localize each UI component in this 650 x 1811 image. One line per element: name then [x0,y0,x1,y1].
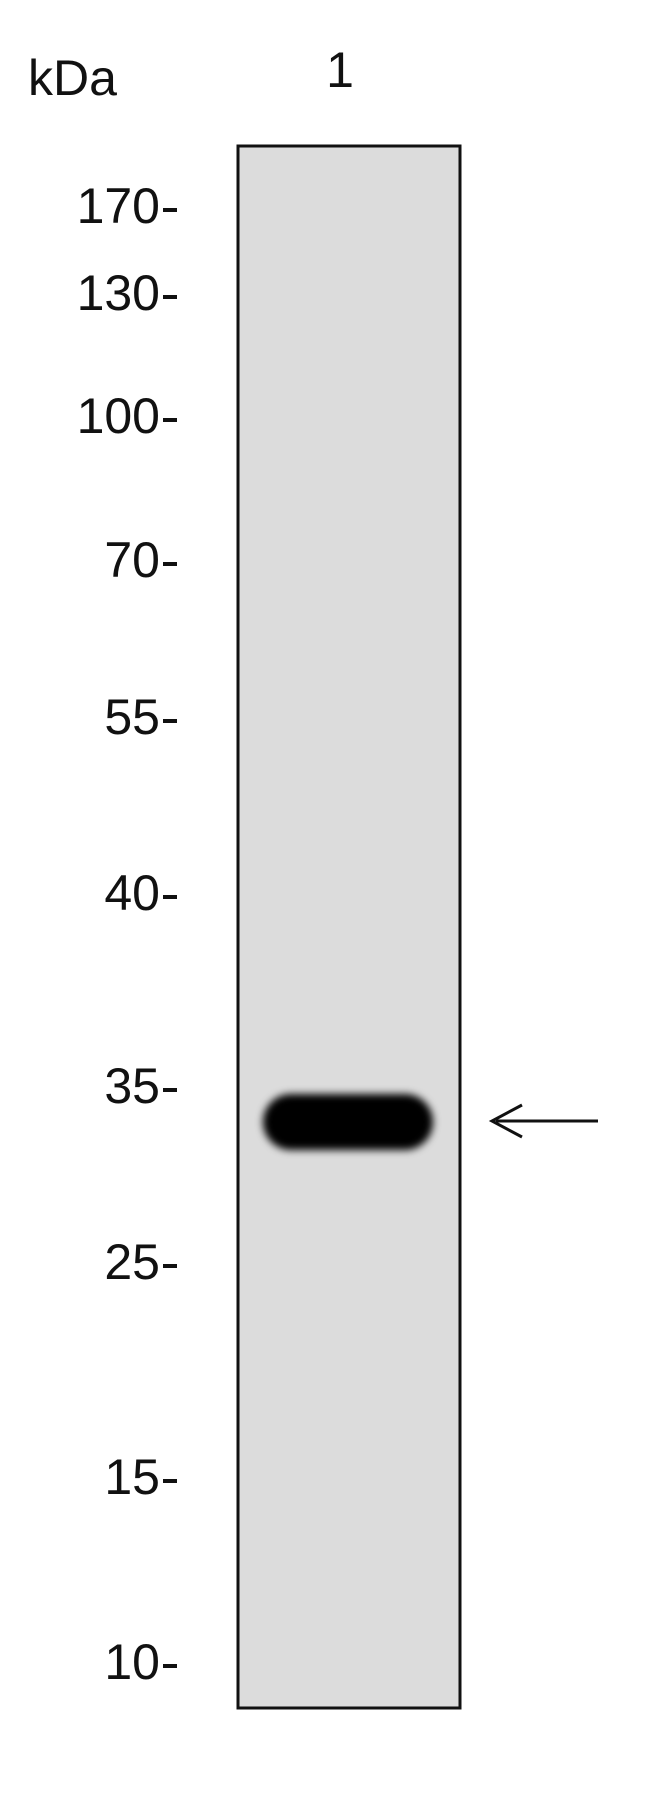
marker-label: 100 [77,388,160,444]
marker-label: 35 [104,1058,160,1114]
marker-label: 55 [104,689,160,745]
marker-label: 15 [104,1449,160,1505]
marker-label: 40 [104,865,160,921]
lane [236,144,462,1710]
marker-label: 10 [104,1634,160,1690]
marker-labels: 170 130 100 70 55 40 35 25 15 10 [77,178,177,1690]
arrow-head [488,1103,523,1139]
marker-label: 70 [104,532,160,588]
marker-label: 25 [104,1234,160,1290]
marker-label: 170 [77,178,160,234]
marker-label: 130 [77,265,160,321]
lane-label: 1 [326,42,354,98]
unit-label: kDa [28,50,117,106]
band [263,1094,433,1150]
